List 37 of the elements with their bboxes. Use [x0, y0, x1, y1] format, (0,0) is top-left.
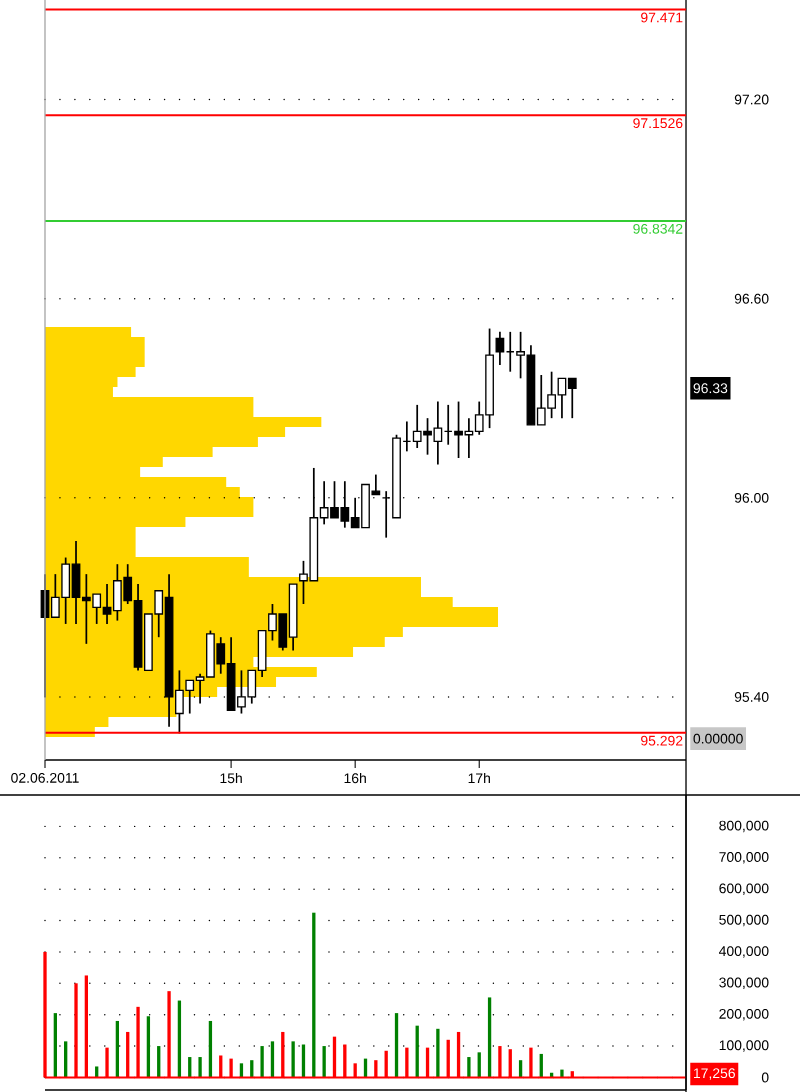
y-tick-label: 100,000 — [719, 1040, 769, 1052]
bar — [260, 1046, 264, 1078]
bar — [467, 1057, 471, 1078]
text: 17,256 — [694, 1068, 735, 1080]
y-tick-label: 96.00 — [734, 492, 769, 503]
ref-line-label: 96.8342 — [633, 223, 683, 234]
bar — [198, 1057, 202, 1078]
y-tick-label: 200,000 — [719, 1008, 769, 1021]
y-tick-label: 96.60 — [734, 293, 769, 304]
bar — [312, 912, 316, 1078]
x-tick-label: 16h — [344, 772, 366, 784]
candlestick — [195, 672, 205, 705]
y-tick-label: 700,000 — [719, 852, 769, 864]
ref-line-label: 95.292 — [641, 735, 683, 746]
y-tick-label: 600,000 — [719, 883, 769, 895]
ref-line-label: 97.1526 — [633, 118, 683, 129]
bar — [322, 1046, 326, 1078]
y-tick-label: 800,000 — [719, 820, 769, 833]
text: 96.33 — [693, 383, 728, 394]
y-tick-label: 400,000 — [718, 946, 769, 958]
candlestick — [567, 377, 577, 420]
y-tick-label: 0 — [761, 1072, 769, 1083]
y-tick-label: 300,000 — [719, 977, 769, 990]
y-tick-label: 95.40 — [734, 692, 769, 702]
x-tick-label: 17h — [468, 772, 490, 784]
candlestick — [102, 583, 112, 625]
x-tick-label: 02.06.2011 — [11, 772, 79, 783]
candlestick — [454, 400, 463, 459]
text: 0.00000 — [693, 733, 743, 744]
x-tick-label: 15h — [220, 772, 242, 784]
y-tick-label: 500,000 — [719, 914, 769, 927]
candlestick — [516, 331, 525, 380]
ref-line-label: 97.471 — [641, 12, 683, 23]
bar — [436, 1028, 440, 1078]
y-tick-label: 97.20 — [734, 94, 769, 105]
candlestick — [557, 377, 567, 420]
bar — [291, 1041, 295, 1078]
